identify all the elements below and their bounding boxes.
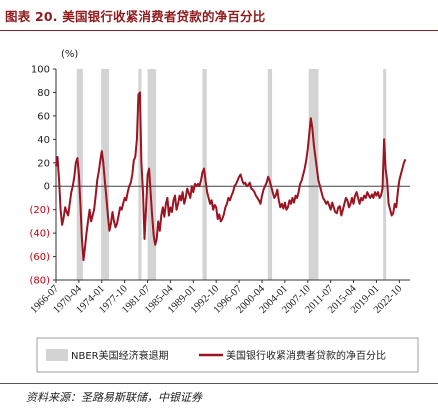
recession-band-3 bbox=[147, 69, 157, 280]
recession-band-5 bbox=[267, 69, 273, 280]
source-note: 资料来源：圣路易斯联储，中银证券 bbox=[26, 391, 202, 404]
figure-title: 图表 20. 美国银行收紧消费者贷款的净百分比 bbox=[5, 9, 266, 24]
y-unit-label: (%) bbox=[61, 49, 78, 60]
y-tick-label-2: 60 bbox=[37, 111, 50, 122]
series-line-0 bbox=[55, 91, 407, 262]
y-tick-label-1: 80 bbox=[37, 88, 50, 99]
figure-header: 图表 20. 美国银行收紧消费者贷款的净百分比 bbox=[0, 0, 438, 31]
y-tick-label-8: (60) bbox=[29, 252, 50, 263]
y-tick-label-4: 20 bbox=[37, 158, 50, 169]
recession-band-7 bbox=[383, 69, 387, 280]
y-tick-label-6: (20) bbox=[29, 205, 50, 216]
axes: (%) bbox=[55, 49, 410, 281]
legend-label-recession: NBER美国经济衰退期 bbox=[71, 349, 169, 362]
title-rule bbox=[0, 30, 438, 31]
chart-background bbox=[0, 31, 438, 383]
y-tick-label-0: 100 bbox=[31, 65, 50, 76]
recession-band-2 bbox=[138, 69, 142, 280]
recession-band-6 bbox=[308, 69, 319, 280]
y-tick-label-7: (40) bbox=[29, 229, 50, 240]
y-tick-label-3: 40 bbox=[37, 135, 50, 146]
legend-box bbox=[36, 337, 419, 373]
y-ticks: 100 80 60 40 20 0 (20) (40) (60) (80) bbox=[29, 65, 56, 287]
source-rule bbox=[0, 383, 438, 384]
legend-swatch-recession bbox=[46, 349, 68, 361]
series-layer bbox=[55, 91, 407, 262]
y-tick-label-9: (80) bbox=[29, 276, 50, 287]
y-tick-label-5: 0 bbox=[44, 182, 50, 193]
legend-label-line: 美国银行收紧消费者贷款的净百分比 bbox=[226, 349, 386, 362]
legend: NBER美国经济衰退期 美国银行收紧消费者贷款的净百分比 bbox=[36, 337, 419, 373]
